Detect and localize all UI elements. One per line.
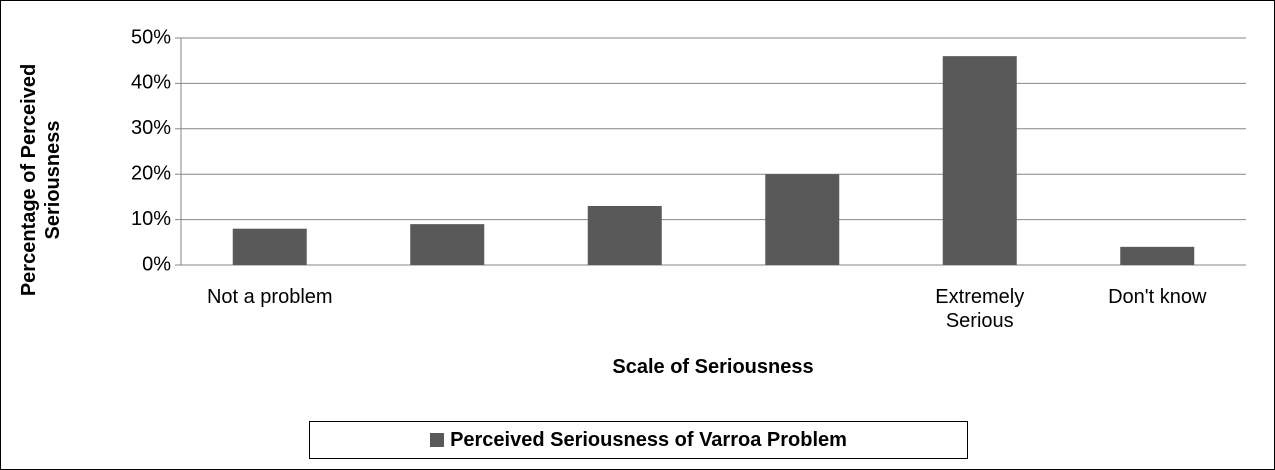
- y-axis-title: Percentage of Perceived Seriousness: [18, 63, 64, 297]
- bar: [942, 56, 1017, 265]
- y-tick-label: 50%: [131, 26, 171, 48]
- bar: [587, 205, 662, 265]
- bar: [410, 224, 485, 265]
- x-tick-label: Not a problem: [206, 286, 333, 308]
- x-axis-title: Scale of Seriousness: [612, 356, 814, 378]
- y-tick-label: 40%: [131, 72, 171, 94]
- y-tick-label: 30%: [131, 117, 171, 139]
- bar: [232, 228, 307, 265]
- y-tick-label: 10%: [131, 208, 171, 230]
- legend-swatch: [430, 433, 445, 447]
- legend-label: Perceived Seriousness of Varroa Problem: [450, 428, 847, 451]
- bar: [765, 174, 840, 265]
- y-tick-label: 20%: [131, 162, 171, 184]
- y-tick-label: 0%: [142, 253, 171, 275]
- bar: [1120, 246, 1195, 265]
- x-tick-label: Don't know: [1108, 286, 1207, 308]
- x-tick-label: Extremely Serious: [935, 286, 1025, 332]
- legend: Perceived Seriousness of Varroa Problem: [309, 421, 968, 459]
